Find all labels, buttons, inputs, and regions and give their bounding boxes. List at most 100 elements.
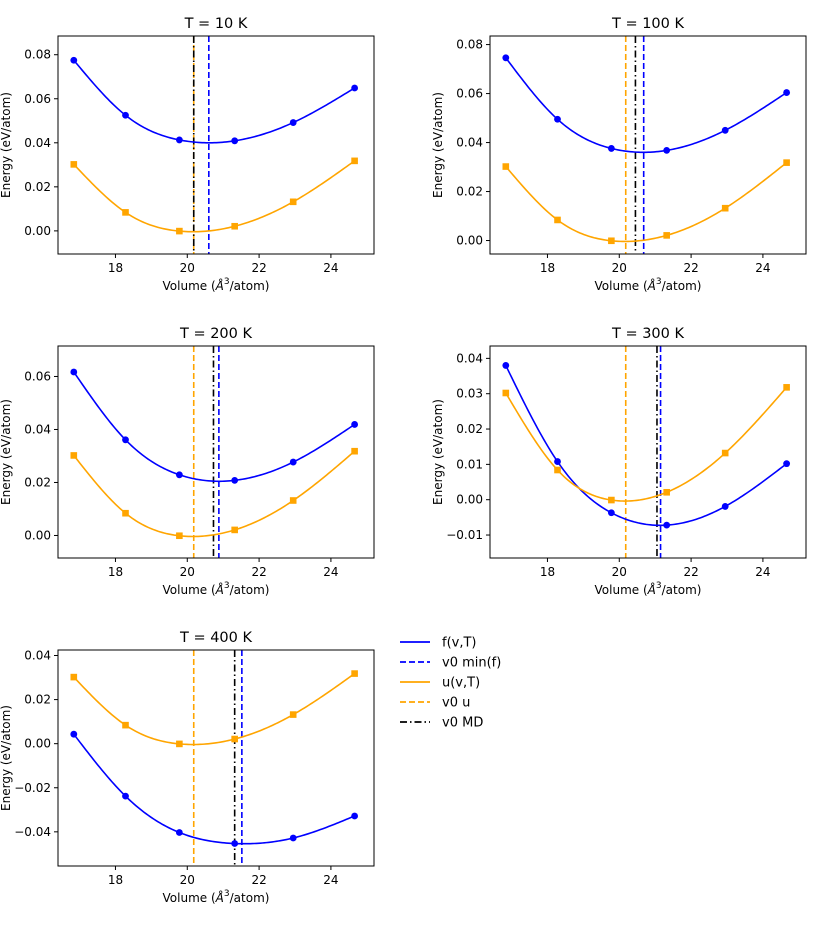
- series-line-f: [73, 733, 355, 845]
- data-point: [554, 466, 561, 474]
- y-tick-label: 0.04: [24, 136, 51, 150]
- data-point: [70, 730, 78, 738]
- data-point: [783, 89, 791, 96]
- data-point: [289, 497, 297, 504]
- x-axis-label: Volume (Å3/atom): [163, 277, 270, 293]
- y-tick-label: 0.04: [24, 649, 51, 663]
- data-point: [607, 145, 615, 152]
- x-axis-label: Volume (Å3/atom): [595, 277, 702, 293]
- data-point: [608, 496, 615, 504]
- x-tick-label: 18: [108, 261, 123, 275]
- y-axis-label: Energy (eV/atom): [0, 92, 13, 198]
- data-point: [351, 670, 358, 677]
- plot-area: [70, 346, 359, 558]
- y-tick-label: 0.01: [456, 457, 483, 471]
- data-point: [502, 389, 510, 397]
- plot-area: [70, 650, 359, 866]
- data-point: [554, 458, 561, 465]
- data-point: [175, 471, 183, 479]
- data-point: [122, 792, 129, 800]
- data-point: [721, 204, 729, 212]
- legend: f(v,T) v0 min(f) u(v,T) v0 u v0 MD: [400, 636, 501, 731]
- legend-label: v0 min(f): [442, 656, 501, 671]
- x-tick-label: 20: [180, 873, 195, 887]
- data-point: [783, 460, 791, 468]
- x-tick-label: 20: [180, 565, 195, 579]
- legend-label: v0 MD: [442, 716, 483, 731]
- data-point: [663, 521, 671, 529]
- legend-item: v0 MD: [400, 716, 483, 731]
- data-point: [721, 126, 729, 134]
- y-tick-label: −0.02: [14, 781, 51, 795]
- x-tick-label: 20: [612, 261, 627, 275]
- y-tick-label: 0.03: [456, 387, 483, 401]
- data-point: [351, 447, 358, 455]
- y-tick-label: 0.08: [456, 38, 483, 52]
- series-line-u: [505, 162, 788, 243]
- x-tick-label: 18: [108, 873, 123, 887]
- data-point: [663, 146, 671, 154]
- series-line-u: [73, 672, 356, 746]
- y-tick-label: 0.02: [24, 693, 51, 707]
- series-line-u: [73, 160, 356, 233]
- data-point: [231, 137, 239, 145]
- data-point: [721, 503, 729, 510]
- y-tick-label: 0.00: [24, 737, 51, 751]
- axes-frame: [57, 345, 375, 559]
- data-point: [231, 476, 239, 484]
- chart-panel-1: 18 20 22 24 0.00 0.02 0.04 0.06 0.08 T = 10 K Volu…: [0, 16, 375, 293]
- x-tick-label: 22: [251, 565, 266, 579]
- legend-item: v0 min(f): [400, 656, 501, 671]
- data-point: [175, 829, 183, 836]
- x-tick-label: 24: [755, 261, 770, 275]
- axes-frame: [489, 35, 807, 255]
- data-point: [502, 362, 510, 369]
- data-point: [554, 115, 561, 123]
- series-line-u: [505, 386, 788, 502]
- data-point: [351, 421, 359, 428]
- x-tick-label: 24: [323, 873, 338, 887]
- legend-item: v0 u: [400, 696, 470, 711]
- x-tick-label: 20: [180, 261, 195, 275]
- data-point: [176, 740, 183, 748]
- axes-frame: [57, 35, 375, 255]
- data-point: [122, 111, 129, 119]
- data-point: [721, 449, 729, 457]
- data-point: [502, 163, 510, 170]
- series-line-f: [73, 371, 356, 483]
- chart-panel-4: 18 20 22 24 −0.01 0.00 0.01 0.02 0.03 0.04 T = 300…: [431, 326, 807, 597]
- chart-title: T = 200 K: [179, 326, 253, 342]
- x-tick-label: 18: [108, 565, 123, 579]
- series-line-u: [73, 450, 356, 538]
- data-point: [122, 436, 129, 444]
- data-point: [70, 56, 78, 64]
- y-axis-label: Energy (eV/atom): [0, 705, 13, 811]
- data-point: [122, 721, 129, 729]
- chart-panel-3: 18 20 22 24 0.00 0.02 0.04 0.06 T = 200 K Volume …: [0, 326, 375, 597]
- data-point: [289, 834, 297, 842]
- data-point: [783, 384, 790, 391]
- x-tick-label: 22: [251, 873, 266, 887]
- chart-title: T = 400 K: [179, 630, 253, 646]
- data-point: [231, 222, 238, 230]
- x-tick-label: 22: [683, 565, 698, 579]
- y-tick-label: 0.06: [456, 87, 483, 101]
- y-tick-label: 0.00: [456, 493, 483, 507]
- axes-frame: [489, 345, 807, 559]
- series-line-f: [505, 57, 788, 154]
- x-tick-label: 24: [323, 261, 338, 275]
- y-tick-label: 0.04: [24, 422, 51, 436]
- data-point: [608, 237, 615, 245]
- data-point: [351, 157, 358, 165]
- x-axis-label: Volume (Å3/atom): [595, 581, 702, 597]
- series-line-f: [73, 59, 356, 144]
- y-tick-label: 0.02: [24, 475, 51, 489]
- y-tick-label: −0.04: [14, 825, 51, 839]
- legend-label: f(v,T): [442, 636, 477, 651]
- plot-area: [70, 36, 359, 254]
- y-tick-label: 0.02: [456, 422, 483, 436]
- legend-label: u(v,T): [442, 676, 480, 691]
- data-point: [231, 735, 238, 743]
- data-point: [663, 488, 670, 496]
